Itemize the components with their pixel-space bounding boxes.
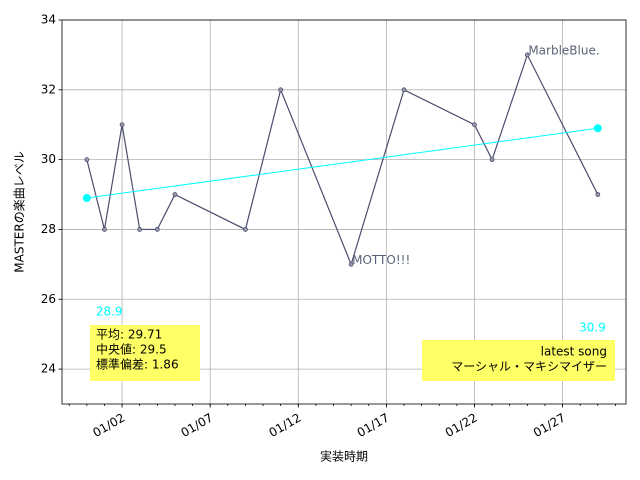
stats-box: [90, 325, 200, 381]
latest-text: マーシャル・マキシマイザー: [451, 360, 607, 374]
trend-line: [86, 127, 598, 199]
latest-box: [422, 340, 615, 381]
y-tick-label: 32: [41, 82, 56, 96]
x-tick-label: 01/17: [355, 411, 392, 440]
y-tick-label: 26: [41, 292, 56, 306]
stats-text: 中央値: 29.5: [96, 342, 167, 357]
trend-point: [82, 194, 91, 203]
y-tick-label: 28: [41, 222, 56, 236]
x-tick-label: 01/07: [178, 411, 215, 440]
data-point: [278, 87, 284, 93]
y-tick-label: 30: [41, 152, 56, 166]
data-point: [524, 52, 530, 58]
x-axis-label: 実装時期: [320, 449, 368, 464]
data-point: [401, 87, 407, 93]
y-axis-label: MASTERの楽曲レベル: [13, 151, 27, 272]
data-point: [154, 227, 160, 232]
trend-label: 28.9: [96, 305, 123, 319]
x-tick-label: 01/12: [267, 411, 304, 440]
plot-frame: [61, 19, 627, 405]
data-line: [86, 53, 599, 267]
data-point: [172, 192, 178, 197]
latest-text: latest song: [541, 345, 607, 359]
annotation: MOTTO!!!: [352, 253, 410, 267]
trend-label: 30.9: [579, 321, 606, 335]
y-tick-label: 34: [41, 13, 56, 27]
trend-point: [593, 124, 602, 133]
data-point: [102, 227, 107, 232]
stats-text: 平均: 29.71: [96, 328, 162, 342]
annotation: MarbleBlue.: [528, 43, 599, 57]
x-tick-label: 01/22: [443, 411, 480, 440]
y-tick-label: 24: [41, 362, 56, 376]
data-point: [348, 261, 354, 267]
data-point: [472, 122, 477, 128]
data-point: [119, 122, 125, 128]
x-tick-label: 01/02: [90, 411, 127, 440]
x-tick-label: 01/27: [531, 411, 568, 440]
data-point: [243, 227, 248, 232]
stats-text: 標準偏差: 1.86: [96, 357, 179, 372]
data-point: [137, 227, 143, 232]
data-point: [595, 192, 601, 197]
data-point: [84, 157, 90, 163]
data-point: [489, 157, 495, 163]
